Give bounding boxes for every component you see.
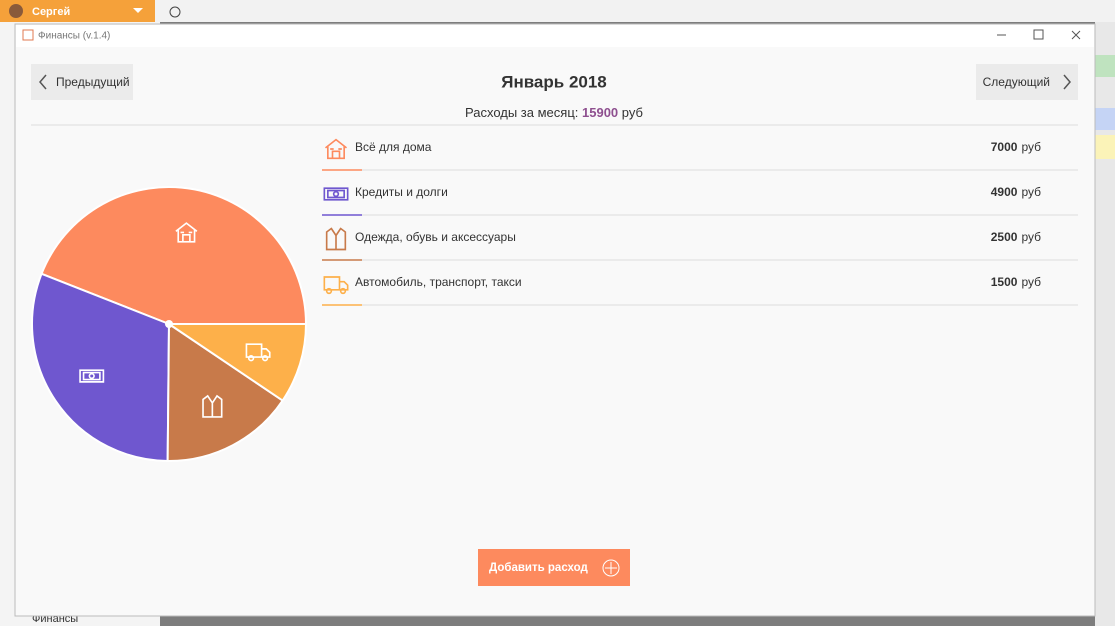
next-arrow <box>1063 74 1071 90</box>
pie-slice <box>40 186 308 325</box>
amount-value: 4900 <box>991 185 1018 199</box>
category-amount: 4900 руб <box>991 185 1041 199</box>
next-label: Следующий <box>983 75 1050 89</box>
prev-button[interactable] <box>31 64 133 100</box>
add-plus <box>605 562 617 574</box>
category-icon <box>323 276 349 295</box>
next-button[interactable] <box>976 64 1078 100</box>
pie-slice <box>31 272 171 463</box>
category-icon <box>245 343 271 362</box>
category-name: Кредиты и долги <box>355 185 448 199</box>
category-icon <box>202 394 223 418</box>
amount-value: 2500 <box>991 230 1018 244</box>
add-circle <box>602 559 620 577</box>
category-name: Одежда, обувь и аксессуары <box>355 230 516 244</box>
category-amount: 7000 руб <box>991 140 1041 154</box>
app-icon <box>22 29 34 41</box>
window-controls[interactable] <box>997 29 1081 40</box>
strip-tab <box>1095 135 1115 159</box>
icon-shape <box>261 355 269 362</box>
prev-arrow <box>39 74 47 90</box>
icon-shape <box>339 287 347 295</box>
amount-value: 1500 <box>991 275 1018 289</box>
icon-shape <box>324 138 348 160</box>
category-icon <box>324 138 348 160</box>
avatar <box>9 4 23 18</box>
amount-unit: руб <box>1021 185 1041 199</box>
icon-shape <box>79 369 105 383</box>
icon-shape <box>88 372 95 380</box>
summary-unit: руб <box>622 105 643 120</box>
summary-total: 15900 <box>582 105 618 120</box>
pie-slice <box>166 322 285 462</box>
pie-center <box>165 320 173 328</box>
user-name: Сергей <box>32 6 70 18</box>
add-label: Добавить расход <box>489 562 589 574</box>
top-bar <box>0 0 1115 22</box>
icon-shape <box>247 355 255 362</box>
title-bar <box>16 25 1094 47</box>
right-strip <box>1095 22 1115 626</box>
category-icon <box>323 187 349 201</box>
icon-shape <box>325 287 333 295</box>
month-title: Январь 2018 <box>501 72 607 91</box>
category-amount: 2500 руб <box>991 230 1041 244</box>
icon-shape <box>323 187 349 201</box>
window-title: Финансы (v.1.4) <box>38 31 110 42</box>
globe <box>169 6 181 18</box>
prev-label: Предыдущий <box>56 75 130 89</box>
category-icon <box>79 369 105 383</box>
category-name: Автомобиль, транспорт, такси <box>355 275 522 289</box>
category-icon <box>325 227 347 251</box>
category-icon <box>175 222 198 243</box>
icon-shape <box>325 227 347 251</box>
icon-shape <box>175 222 198 243</box>
amount-value: 7000 <box>991 140 1018 154</box>
icon-shape <box>202 394 223 418</box>
category-name: Всё для дома <box>355 140 432 154</box>
user-tab[interactable] <box>0 0 155 22</box>
amount-unit: руб <box>1021 140 1041 154</box>
strip-tab <box>1095 55 1115 77</box>
pie-slice <box>165 323 308 402</box>
dropdown[interactable] <box>133 8 143 13</box>
icon-shape <box>332 190 340 198</box>
add-button[interactable] <box>478 549 630 586</box>
amount-unit: руб <box>1021 230 1041 244</box>
strip-tab <box>1095 108 1115 130</box>
summary: Расходы за месяц: 15900 руб <box>465 105 643 120</box>
summary-label: Расходы за месяц: <box>465 105 578 120</box>
category-amount: 1500 руб <box>991 275 1041 289</box>
amount-unit: руб <box>1021 275 1041 289</box>
